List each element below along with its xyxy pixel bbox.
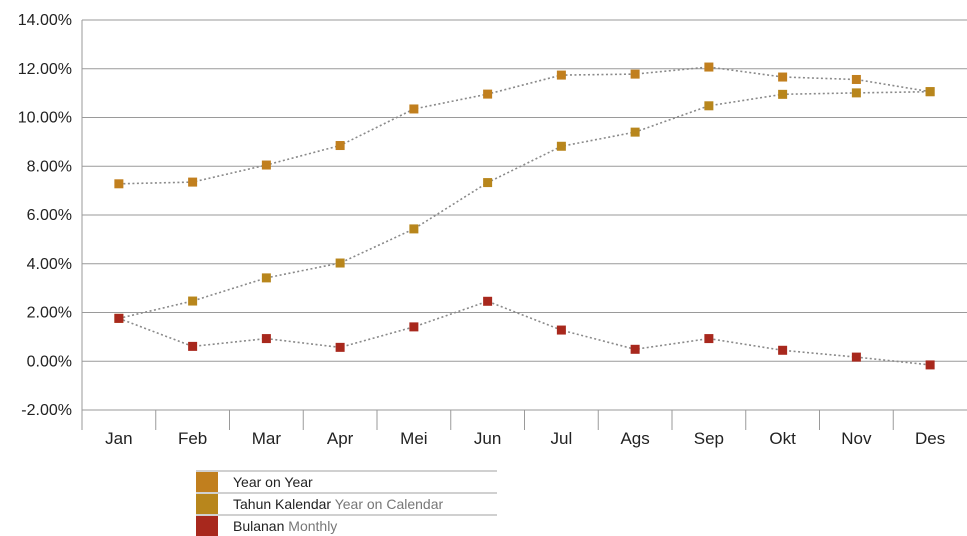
x-tick-label: Jan (105, 429, 132, 448)
data-point (261, 334, 271, 344)
x-tick-label: Nov (841, 429, 872, 448)
legend-entry: Tahun Kalendar Year on Calendar (233, 496, 444, 512)
x-tick-label: Ags (620, 429, 649, 448)
y-tick-label: 10.00% (18, 110, 72, 127)
data-point (261, 160, 271, 170)
data-point (188, 296, 198, 306)
legend-swatch (196, 516, 218, 536)
data-point (778, 89, 788, 99)
y-tick-label: 0.00% (27, 353, 72, 370)
data-point (851, 352, 861, 362)
legend-name: Tahun Kalendar (233, 496, 331, 512)
x-tick-label: Jul (551, 429, 573, 448)
data-point (409, 322, 419, 332)
data-point (114, 313, 124, 323)
y-tick-label: 2.00% (27, 305, 72, 322)
y-tick-label: 4.00% (27, 256, 72, 273)
legend-swatch (196, 472, 218, 492)
series-line (118, 300, 931, 366)
data-point (704, 62, 714, 72)
data-point (630, 344, 640, 354)
series-line (118, 90, 931, 320)
data-point (409, 224, 419, 234)
legend: Year on Year Tahun Kalendar Year on Calen… (196, 470, 497, 536)
legend-name-translation: Year on Calendar (331, 496, 443, 512)
data-point (409, 104, 419, 114)
series-3 (114, 296, 935, 370)
data-point (335, 258, 345, 268)
data-point (778, 345, 788, 355)
data-point (114, 179, 124, 189)
series-2 (114, 87, 935, 323)
x-tick-label: Okt (769, 429, 796, 448)
data-point (925, 360, 935, 370)
grid-lines (82, 19, 967, 411)
series-group (114, 62, 935, 370)
y-tick-label: 14.00% (18, 12, 72, 29)
data-point (556, 70, 566, 80)
y-tick-label: 12.00% (18, 61, 72, 78)
data-point (188, 177, 198, 187)
data-point (925, 87, 935, 97)
data-point (704, 334, 714, 344)
data-point (335, 342, 345, 352)
x-axis: Jan Feb Mar Apr Mei Jun Jul Ags Sep Okt Nov Des (81, 20, 945, 448)
legend-name: Year on Year (233, 474, 313, 490)
x-tick-label: Apr (327, 429, 354, 448)
x-tick-label: Sep (694, 429, 724, 448)
y-tick-label: 8.00% (27, 158, 72, 175)
legend-entry: Bulanan Monthly (233, 518, 337, 534)
x-tick-label: Jun (474, 429, 501, 448)
data-point (261, 273, 271, 283)
x-tick-label: Feb (178, 429, 207, 448)
data-point (335, 141, 345, 151)
data-point (630, 127, 640, 137)
data-point (851, 74, 861, 84)
x-tick-label: Mei (400, 429, 427, 448)
series-1 (114, 62, 935, 189)
y-tick-label: 6.00% (27, 207, 72, 224)
x-tick-label: Des (915, 429, 945, 448)
data-point (630, 69, 640, 79)
x-tick-label: Mar (252, 429, 282, 448)
legend-name-translation: Monthly (284, 518, 337, 534)
data-point (556, 141, 566, 151)
data-point (483, 89, 493, 99)
data-point (483, 178, 493, 188)
data-point (483, 296, 493, 306)
data-point (188, 341, 198, 351)
data-point (778, 72, 788, 82)
data-point (556, 325, 566, 335)
data-point (704, 101, 714, 111)
legend-name: Bulanan (233, 518, 284, 534)
y-tick-label: -2.00% (21, 402, 72, 419)
series-line (118, 66, 931, 185)
legend-entry: Year on Year (233, 474, 313, 490)
data-point (851, 88, 861, 98)
y-axis-tick-labels: -2.00% 0.00% 2.00% 4.00% 6.00% 8.00% 10.00% 12.… (18, 12, 72, 419)
legend-swatch (196, 494, 218, 514)
